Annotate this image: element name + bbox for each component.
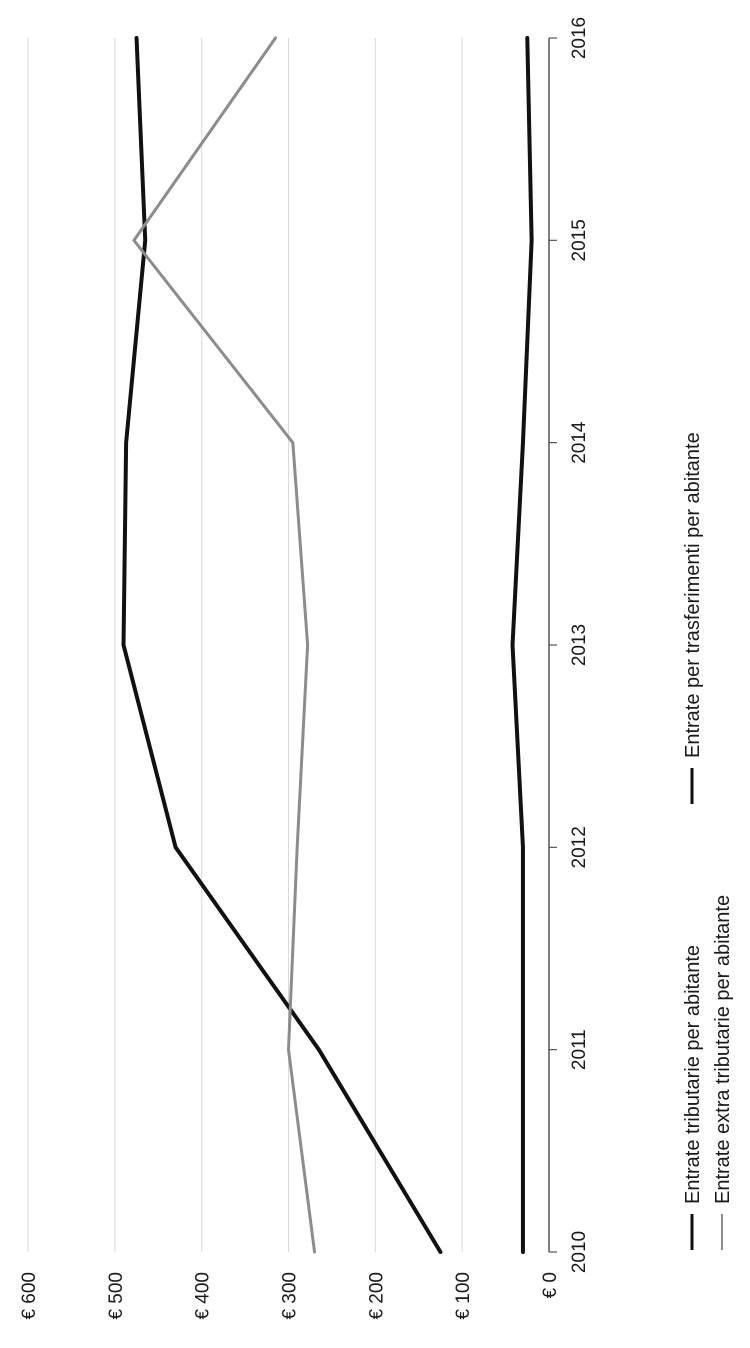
legend: Entrate tributarie per abitante Entrate e…	[682, 432, 734, 1250]
series-line	[513, 38, 532, 1252]
data-point	[522, 1049, 524, 1051]
x-tick-label: 2013	[569, 624, 590, 666]
data-point	[292, 442, 294, 444]
data-point	[522, 442, 524, 444]
data-point	[314, 1251, 316, 1253]
data-point	[526, 37, 528, 39]
x-tick-label: 2016	[569, 17, 590, 59]
data-point	[522, 847, 524, 849]
x-tick-label: 2011	[569, 1029, 590, 1070]
y-tick-label: € 300	[280, 1272, 301, 1320]
data-point	[440, 1251, 442, 1253]
y-tick-label: € 0	[540, 1272, 561, 1298]
data-point	[123, 644, 125, 646]
data-point	[133, 240, 135, 242]
x-tick-label: 2012	[569, 826, 590, 868]
y-tick-label: € 500	[106, 1272, 127, 1320]
data-point	[307, 644, 309, 646]
data-point	[296, 847, 298, 849]
x-tick-label: 2010	[569, 1231, 590, 1273]
legend-label: Entrate extra tributarie per abitante	[712, 895, 734, 1204]
data-point	[275, 37, 277, 39]
y-tick-label: € 600	[19, 1272, 40, 1320]
y-tick-label: € 100	[453, 1272, 474, 1320]
x-tick-label: 2014	[569, 421, 590, 464]
axes	[549, 38, 557, 1252]
series-lines	[123, 37, 533, 1253]
data-point	[144, 240, 146, 242]
data-point	[175, 847, 177, 849]
grid-lines	[28, 38, 549, 1252]
data-point	[136, 37, 138, 39]
data-point	[522, 1251, 524, 1253]
series-line	[124, 38, 441, 1252]
y-tick-label: € 200	[366, 1272, 387, 1320]
data-point	[125, 442, 127, 444]
tick-labels: € 0 € 100 € 200 € 300 € 400 € 500 € 600 2010 201…	[19, 17, 590, 1320]
data-point	[288, 1049, 290, 1051]
data-point	[531, 240, 533, 242]
legend-label: Entrate per trasferimenti per abitante	[682, 432, 704, 758]
data-point	[318, 1049, 320, 1051]
series-line	[134, 38, 315, 1252]
data-point	[512, 644, 514, 646]
y-tick-label: € 400	[193, 1272, 214, 1320]
legend-label: Entrate tributarie per abitante	[682, 945, 704, 1204]
x-tick-label: 2015	[569, 219, 590, 261]
